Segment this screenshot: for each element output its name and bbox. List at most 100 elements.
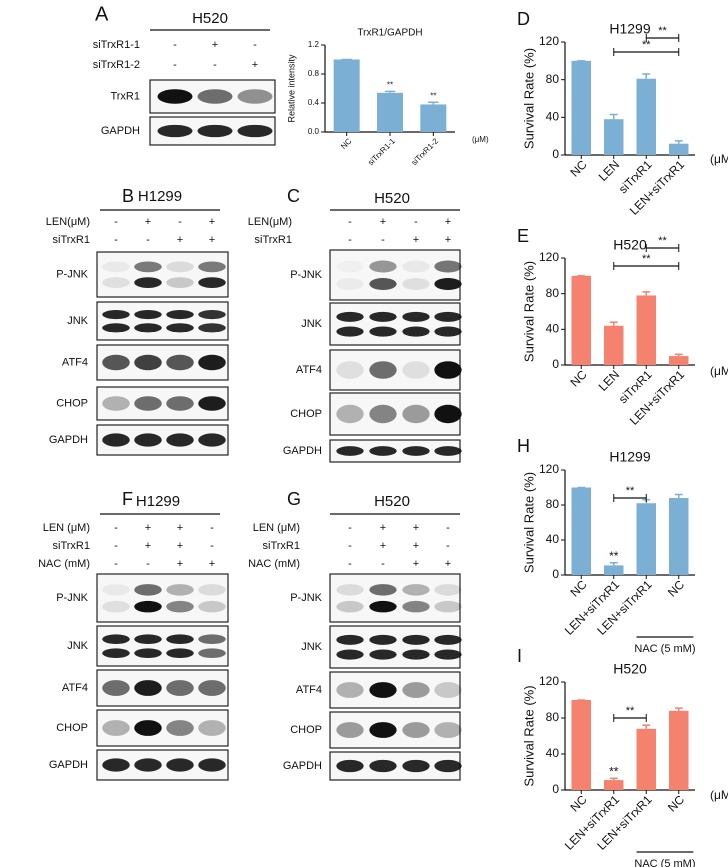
band [336,682,364,698]
band [402,278,430,290]
condition-sign: - [348,540,352,552]
y-tick-label: 40 [546,532,560,546]
condition-sign: - [348,558,352,570]
condition-sign: + [380,216,386,228]
condition-sign: + [209,558,215,570]
bar [571,700,591,790]
band [102,680,130,696]
condition-label: siTrxR1-1 [93,39,140,51]
panel-label: I [517,646,522,666]
band [336,759,364,773]
condition-sign: - [114,234,118,246]
row-label: GAPDH [283,445,322,457]
band [157,124,193,138]
y-tick-label: 80 [546,497,560,511]
bar [333,59,360,132]
condition-label: NAC (mM) [38,558,90,570]
band [402,722,430,738]
blot-box [329,249,461,301]
band [369,649,397,660]
row-label: CHOP [290,408,322,420]
band [166,680,194,696]
condition-sign: - [146,234,150,246]
row-label: JNK [301,318,322,330]
band [336,404,364,424]
blot-box [96,251,229,298]
band [434,722,462,738]
condition-sign: - [213,59,217,71]
condition-sign: - [381,234,385,246]
bar [604,119,624,155]
band [369,600,397,613]
band [198,323,226,333]
band [237,89,273,104]
band [166,600,194,613]
band [134,600,162,613]
band [166,648,194,658]
row-label: CHOP [290,724,322,736]
band [402,311,430,322]
band [237,124,273,138]
x-tick-label: LEN [596,157,622,183]
cell-line: H520 [192,10,228,27]
condition-sign: - [348,216,352,228]
band [134,758,162,772]
condition-label: NAC (mM) [248,558,300,570]
condition-sign: + [209,234,215,246]
condition-sign: + [413,540,419,552]
band [434,278,462,290]
condition-sign: - [178,216,182,228]
band [198,354,226,371]
band [369,759,397,773]
condition-sign: + [413,558,419,570]
y-tick-label: 120 [539,250,559,264]
row-label: P-JNK [56,592,88,604]
y-tick-label: 0 [552,567,559,581]
condition-sign: + [177,234,183,246]
condition-sign: - [173,39,177,51]
condition-sign: + [209,216,215,228]
cell-line: H1299 [138,188,182,205]
condition-sign: - [446,540,450,552]
band [369,722,397,738]
bar [377,92,403,132]
band [336,311,364,322]
band [369,260,397,273]
band [166,634,194,644]
condition-sign: + [145,216,151,228]
condition-sign: - [348,522,352,534]
row-label: ATF4 [62,682,88,694]
condition-label: siTrxR1-2 [93,59,140,71]
x-tick-label: siTrxR1-1 [366,136,397,167]
condition-sign: + [413,522,419,534]
band [102,354,130,371]
row-label: ATF4 [62,356,88,368]
y-tick-label: 80 [546,72,560,86]
band [336,326,364,337]
bar [636,78,656,155]
band [134,277,162,288]
band [434,326,462,337]
significance: ** [658,235,667,247]
chart-title: H1299 [609,449,650,465]
panel-label: A [95,3,109,25]
row-label: GAPDH [49,434,88,446]
band [402,682,430,698]
condition-sign: - [114,558,118,570]
significance: ** [642,39,651,51]
condition-sign: + [413,234,419,246]
condition-sign: + [252,59,258,71]
bar [604,780,624,790]
band [198,433,226,447]
band [402,446,430,456]
condition-sign: + [177,558,183,570]
band [134,648,162,658]
x-tick-label: NC [665,577,687,599]
unit-label: (μM) [710,364,728,378]
condition-label: siTrxR1 [263,540,300,552]
cell-line: H520 [374,493,410,510]
chart-title: TrxR1/GAPDH [357,28,422,39]
bar [604,325,624,365]
bar [571,60,591,156]
